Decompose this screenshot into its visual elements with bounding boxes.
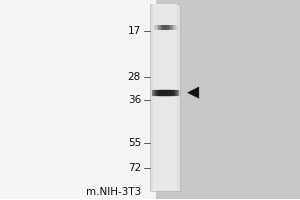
Bar	[150, 4, 180, 191]
Text: 28: 28	[128, 72, 141, 82]
Bar	[0, 0, 156, 199]
Bar	[156, 0, 300, 199]
Text: 17: 17	[128, 26, 141, 36]
Text: 72: 72	[128, 163, 141, 173]
Polygon shape	[188, 87, 199, 98]
Text: m.NIH-3T3: m.NIH-3T3	[86, 187, 142, 197]
Bar	[153, 4, 177, 191]
Text: 36: 36	[128, 95, 141, 105]
Text: 55: 55	[128, 138, 141, 148]
